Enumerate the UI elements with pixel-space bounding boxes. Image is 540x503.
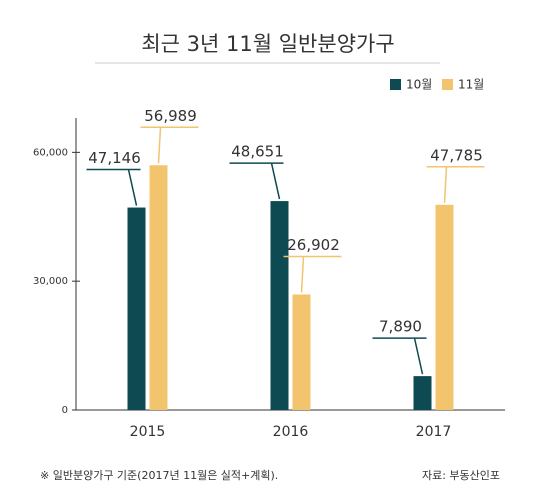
value-label: 47,146 (88, 149, 141, 167)
value-label: 56,989 (144, 107, 197, 125)
value-label: 7,890 (379, 318, 422, 336)
footnote: ※ 일반분양가구 기준(2017년 11월은 실적+계획). (40, 468, 278, 482)
y-tick-label: 0 (62, 405, 68, 416)
bar (435, 204, 454, 410)
x-tick-label: 2017 (416, 424, 452, 440)
value-label: 47,785 (430, 146, 483, 164)
value-label: 26,902 (287, 236, 340, 254)
callout-leader (300, 256, 305, 293)
callout-leader (443, 166, 448, 203)
callout-leader (127, 169, 138, 206)
bar (292, 294, 311, 410)
legend-label: 11월 (458, 78, 484, 92)
y-tick-label: 30,000 (33, 276, 68, 287)
x-tick-label: 2015 (130, 424, 166, 440)
value-label: 48,651 (231, 143, 284, 161)
source: 자료: 부동산인포 (422, 469, 500, 482)
callout-leader (157, 127, 162, 164)
legend-label: 10월 (406, 78, 432, 92)
chart-title: 최근 3년 11월 일반분양가구 (141, 32, 394, 56)
legend-swatch (442, 79, 453, 90)
callout-leader (413, 337, 424, 375)
bar (413, 376, 432, 410)
callout-leader (270, 162, 281, 200)
bar (270, 201, 289, 410)
y-tick-label: 60,000 (33, 147, 68, 158)
legend-swatch (390, 79, 401, 90)
bar (149, 165, 168, 410)
x-tick-label: 2016 (273, 424, 309, 440)
bar (127, 207, 146, 410)
